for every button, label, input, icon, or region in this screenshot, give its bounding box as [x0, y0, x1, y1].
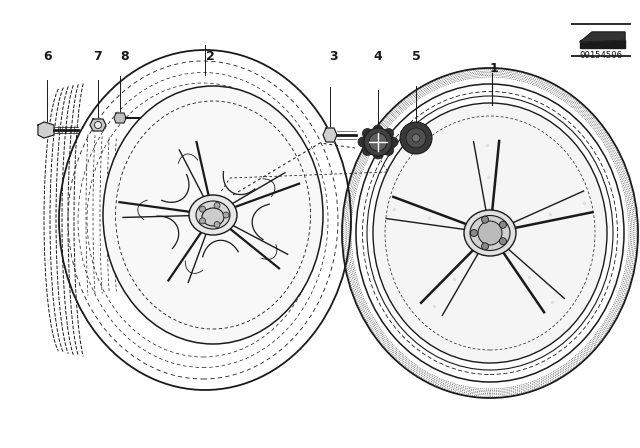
Ellipse shape — [196, 201, 230, 229]
Circle shape — [481, 216, 488, 223]
Polygon shape — [580, 32, 625, 42]
Polygon shape — [580, 40, 625, 48]
Circle shape — [364, 128, 392, 156]
Text: 5: 5 — [412, 49, 420, 63]
Text: 4: 4 — [374, 49, 382, 63]
Ellipse shape — [464, 210, 516, 256]
Circle shape — [95, 121, 102, 129]
Polygon shape — [323, 128, 337, 142]
Circle shape — [358, 137, 368, 147]
Circle shape — [214, 202, 220, 208]
Text: 8: 8 — [121, 49, 129, 63]
Circle shape — [373, 149, 383, 159]
Circle shape — [200, 206, 205, 212]
Circle shape — [412, 134, 420, 142]
Text: 6: 6 — [44, 49, 52, 63]
Ellipse shape — [202, 208, 224, 226]
Polygon shape — [38, 122, 54, 138]
Circle shape — [383, 146, 394, 155]
Circle shape — [400, 122, 432, 154]
Ellipse shape — [103, 86, 323, 344]
Circle shape — [223, 212, 229, 218]
Polygon shape — [114, 113, 126, 123]
Circle shape — [388, 137, 398, 147]
Circle shape — [478, 221, 502, 245]
Circle shape — [499, 221, 506, 228]
Circle shape — [362, 146, 372, 155]
Text: 7: 7 — [93, 49, 102, 63]
Polygon shape — [90, 119, 106, 131]
Circle shape — [200, 218, 205, 224]
Circle shape — [499, 238, 506, 245]
Circle shape — [406, 128, 426, 148]
Circle shape — [373, 125, 383, 135]
Circle shape — [383, 129, 394, 138]
Text: 00154506: 00154506 — [579, 51, 623, 60]
Circle shape — [214, 221, 220, 228]
Circle shape — [470, 229, 477, 237]
Circle shape — [362, 129, 372, 138]
Circle shape — [481, 243, 488, 250]
Ellipse shape — [470, 215, 510, 250]
Circle shape — [369, 133, 387, 151]
Text: 1: 1 — [490, 61, 499, 74]
Text: 3: 3 — [329, 49, 337, 63]
Text: 2: 2 — [205, 49, 214, 63]
Ellipse shape — [189, 195, 237, 235]
Ellipse shape — [373, 103, 607, 363]
